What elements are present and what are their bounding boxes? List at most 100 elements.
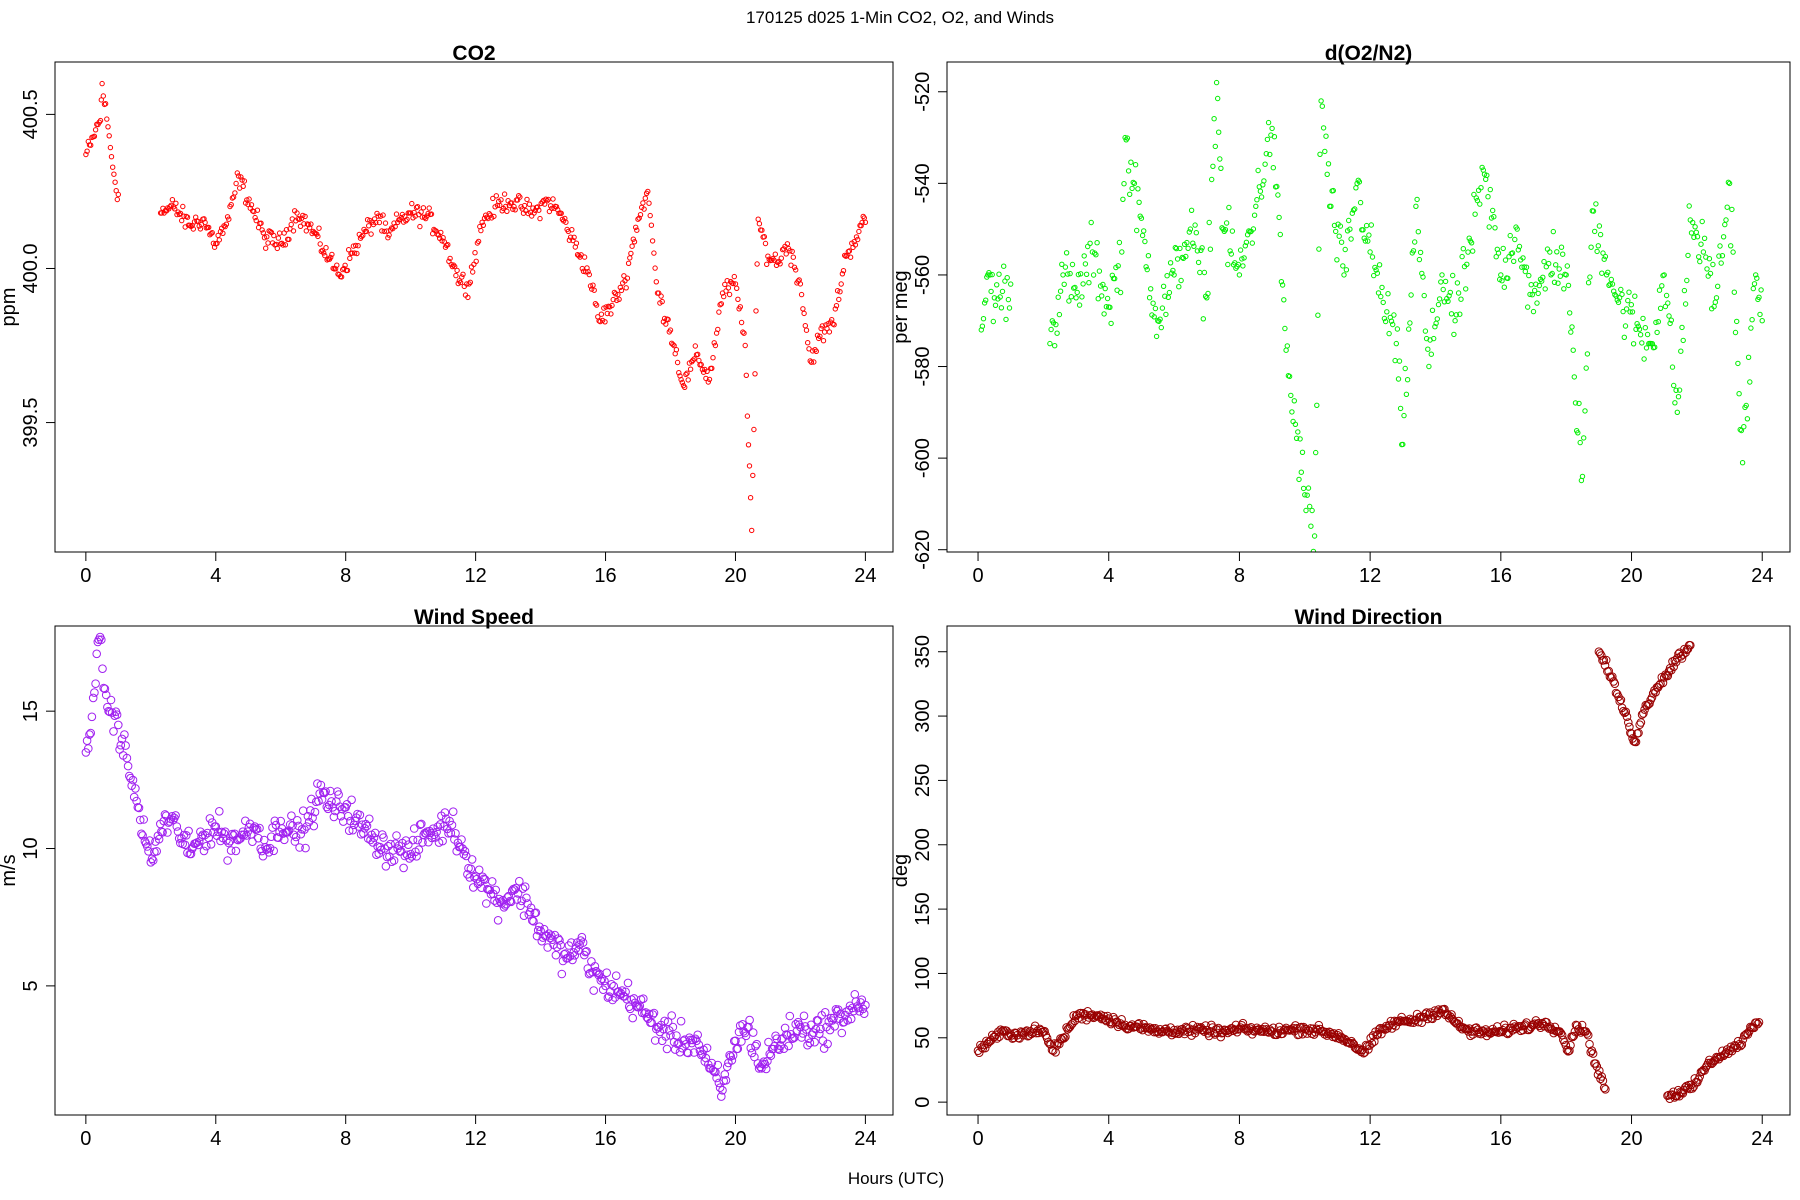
- ws-point: [722, 1062, 732, 1072]
- co2-point: [376, 219, 383, 226]
- ws-point: [203, 828, 212, 838]
- o2-point: [1516, 243, 1523, 250]
- o2-point: [1684, 277, 1690, 284]
- o2-point: [1207, 246, 1214, 252]
- o2-point: [1163, 311, 1169, 318]
- wd-y-tick-label: 100: [912, 957, 934, 990]
- o2-point: [1090, 272, 1097, 278]
- ws-point: [589, 986, 599, 995]
- co2-point: [379, 228, 385, 234]
- co2-point: [246, 196, 252, 202]
- co2-point: [754, 261, 760, 267]
- o2-point: [1507, 232, 1513, 239]
- ws-point: [172, 822, 182, 831]
- co2-point: [88, 142, 94, 148]
- ws-point: [101, 690, 111, 700]
- o2-point: [1061, 281, 1067, 287]
- co2-point: [838, 281, 844, 287]
- co2-point: [267, 228, 273, 235]
- ws-point: [751, 1041, 760, 1051]
- ws-point: [752, 1039, 762, 1049]
- o2-point: [1623, 306, 1630, 312]
- wd-point: [1114, 1020, 1124, 1030]
- o2-point: [1237, 247, 1244, 253]
- co2-point: [661, 315, 668, 322]
- co2-point: [460, 271, 466, 277]
- o2-point: [1307, 503, 1313, 510]
- ws-point: [283, 827, 293, 837]
- o2-point: [1668, 317, 1675, 323]
- o2-y-tick-label: -520: [912, 72, 934, 112]
- co2-point: [473, 258, 479, 264]
- o2-points: [978, 79, 1765, 552]
- wd-y-tick-label: 50: [912, 1027, 934, 1049]
- co2-point: [612, 291, 619, 297]
- ws-point: [408, 835, 418, 845]
- ws-point: [316, 780, 326, 790]
- co2-point: [233, 180, 239, 187]
- ws-point: [327, 797, 336, 806]
- o2-point: [1584, 351, 1591, 357]
- o2-point: [1253, 203, 1259, 210]
- co2-point: [491, 213, 497, 220]
- o2-point: [1367, 249, 1373, 255]
- o2-point: [1718, 260, 1724, 266]
- o2-point: [1216, 129, 1222, 135]
- co2-point: [621, 273, 627, 279]
- co2-point: [847, 254, 854, 260]
- ws-point: [829, 1013, 838, 1023]
- shared-x-axis-label: Hours (UTC): [848, 1169, 944, 1188]
- o2-point: [1730, 249, 1736, 255]
- ws-point: [446, 828, 456, 838]
- co2-point: [97, 117, 104, 124]
- o2-point: [1620, 308, 1626, 315]
- wd-point: [1194, 1024, 1203, 1034]
- co2-point: [735, 296, 741, 302]
- o2-point: [1148, 286, 1154, 292]
- ws-point: [785, 1011, 795, 1021]
- ws-point: [224, 838, 234, 848]
- o2-point: [1753, 272, 1759, 278]
- ws-point: [379, 833, 388, 842]
- ws-point: [387, 857, 397, 867]
- o2-point: [1062, 264, 1069, 270]
- o2-point: [1713, 295, 1720, 301]
- wd-point: [1361, 1040, 1371, 1050]
- co2-point: [189, 222, 195, 229]
- o2-point: [1661, 272, 1667, 278]
- co2-point: [467, 279, 473, 285]
- o2-point: [1366, 232, 1372, 238]
- o2-point: [1257, 188, 1264, 194]
- co2-point: [179, 217, 185, 224]
- o2-point: [1429, 307, 1436, 313]
- ws-point: [760, 1059, 770, 1069]
- co2-point: [159, 210, 165, 216]
- co2-point: [730, 280, 736, 287]
- o2-point: [1644, 331, 1651, 338]
- wd-point: [1537, 1018, 1547, 1028]
- ws-y-axis-label: m/s: [0, 854, 20, 886]
- o2-point: [1417, 249, 1424, 256]
- o2-point: [1686, 203, 1692, 209]
- o2-point: [1300, 485, 1307, 492]
- o2-point: [1305, 485, 1312, 491]
- co2-point: [465, 294, 471, 301]
- o2-point: [1200, 316, 1207, 322]
- o2-point: [1320, 125, 1327, 131]
- o2-point: [1115, 263, 1121, 269]
- o2-point: [1477, 201, 1483, 207]
- ws-point: [451, 829, 460, 838]
- wd-point: [1601, 655, 1611, 665]
- ws-point: [639, 994, 648, 1004]
- co2-point: [831, 322, 837, 328]
- o2-point: [1414, 196, 1420, 203]
- o2-point: [1296, 476, 1302, 483]
- o2-title: d(O2/N2): [1325, 42, 1413, 65]
- o2-point: [1375, 290, 1382, 296]
- co2-point: [114, 196, 121, 203]
- o2-point: [1005, 296, 1012, 303]
- co2-point: [586, 271, 592, 278]
- o2-point: [1390, 321, 1396, 328]
- o2-point: [1385, 291, 1391, 297]
- co2-x-axis: 0 4 8 12 16 20 24: [80, 551, 877, 587]
